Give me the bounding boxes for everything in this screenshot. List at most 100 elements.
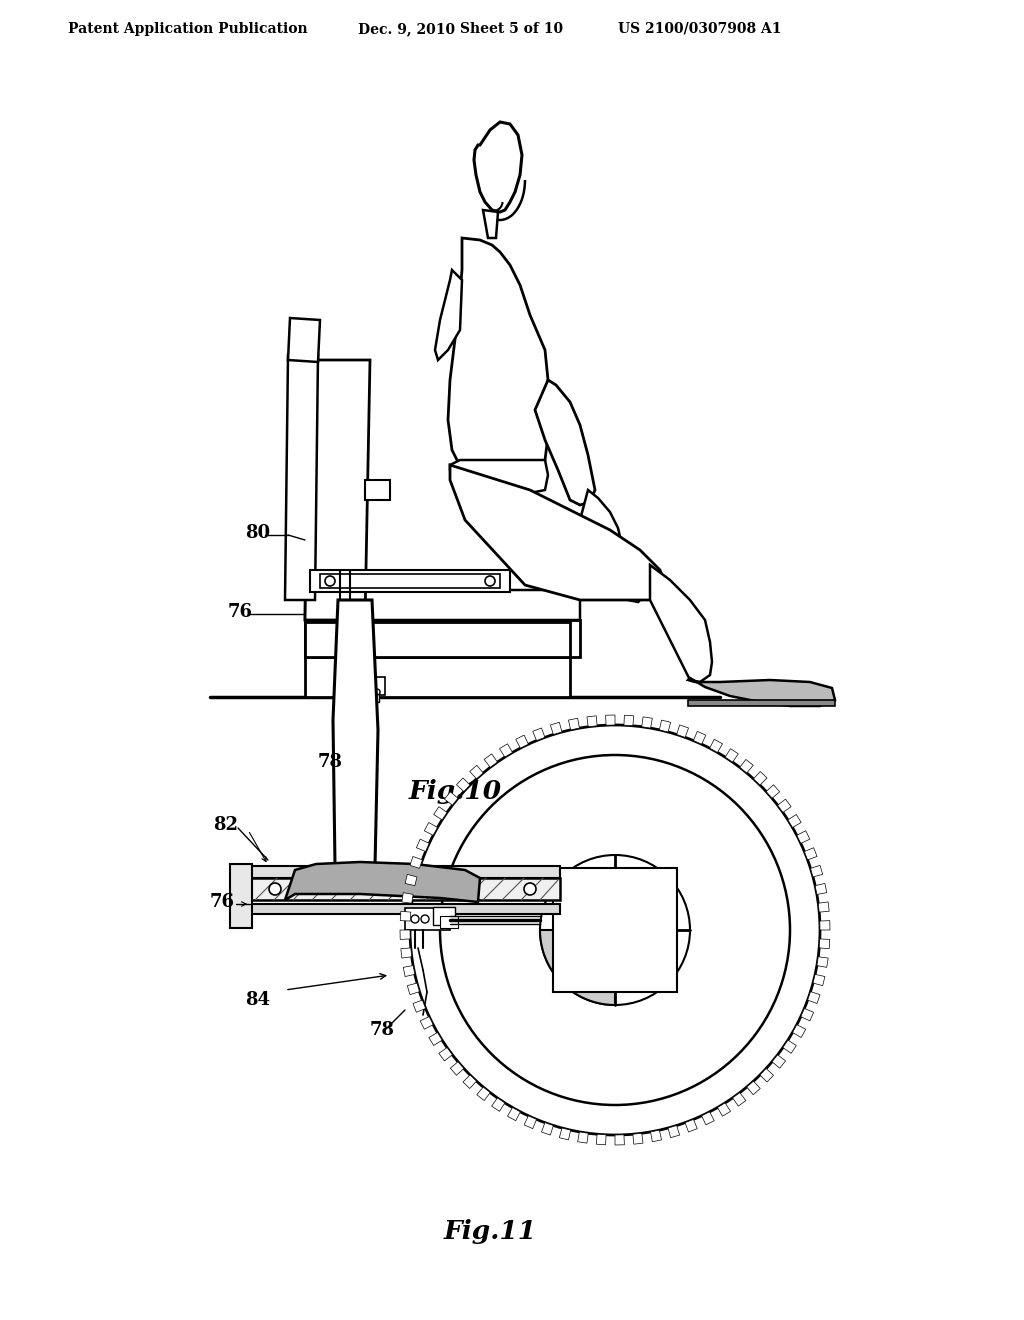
Polygon shape xyxy=(457,777,470,792)
Polygon shape xyxy=(732,1093,745,1106)
Polygon shape xyxy=(596,1134,606,1144)
Text: 78: 78 xyxy=(318,752,343,771)
Polygon shape xyxy=(587,715,597,727)
Polygon shape xyxy=(650,1130,662,1142)
Polygon shape xyxy=(450,465,668,601)
Polygon shape xyxy=(540,931,615,1005)
Polygon shape xyxy=(250,878,560,900)
Polygon shape xyxy=(688,700,835,706)
Polygon shape xyxy=(439,1048,453,1061)
Bar xyxy=(305,622,570,657)
Polygon shape xyxy=(333,601,378,866)
Polygon shape xyxy=(434,807,447,820)
Circle shape xyxy=(485,576,495,586)
Polygon shape xyxy=(772,1055,785,1068)
Bar xyxy=(440,916,458,928)
Circle shape xyxy=(421,915,429,923)
Polygon shape xyxy=(413,1001,426,1012)
Polygon shape xyxy=(819,939,829,949)
Polygon shape xyxy=(305,620,580,657)
Polygon shape xyxy=(542,1122,553,1135)
Polygon shape xyxy=(811,866,822,876)
Circle shape xyxy=(440,755,790,1105)
Polygon shape xyxy=(685,1119,697,1133)
Polygon shape xyxy=(793,1024,806,1038)
Bar xyxy=(250,904,560,913)
Polygon shape xyxy=(288,318,319,362)
Polygon shape xyxy=(417,840,429,851)
Bar xyxy=(230,865,252,928)
Circle shape xyxy=(357,689,362,696)
Polygon shape xyxy=(463,1074,476,1089)
Circle shape xyxy=(524,883,536,895)
Polygon shape xyxy=(483,210,498,238)
Polygon shape xyxy=(754,771,767,785)
Polygon shape xyxy=(693,731,706,744)
Polygon shape xyxy=(424,822,437,836)
Polygon shape xyxy=(813,974,825,986)
Polygon shape xyxy=(406,874,417,886)
Polygon shape xyxy=(787,814,801,828)
Polygon shape xyxy=(783,1040,797,1053)
Polygon shape xyxy=(444,792,458,805)
Polygon shape xyxy=(746,1081,760,1094)
Polygon shape xyxy=(725,748,738,762)
Bar xyxy=(612,546,630,554)
Polygon shape xyxy=(400,911,411,921)
Polygon shape xyxy=(677,725,688,738)
Polygon shape xyxy=(815,883,826,895)
Text: US 2100/0307908 A1: US 2100/0307908 A1 xyxy=(618,22,781,36)
Polygon shape xyxy=(285,355,318,601)
Polygon shape xyxy=(410,857,422,869)
Polygon shape xyxy=(568,718,580,730)
Polygon shape xyxy=(285,862,480,902)
Text: Dec. 9, 2010: Dec. 9, 2010 xyxy=(358,22,455,36)
Bar xyxy=(553,869,677,993)
Polygon shape xyxy=(474,121,522,213)
Polygon shape xyxy=(817,957,828,968)
Circle shape xyxy=(325,576,335,586)
Polygon shape xyxy=(559,1129,570,1140)
Bar xyxy=(355,677,385,696)
Text: Sheet 5 of 10: Sheet 5 of 10 xyxy=(460,22,563,36)
Polygon shape xyxy=(739,759,754,774)
Polygon shape xyxy=(408,983,420,995)
Polygon shape xyxy=(818,902,829,912)
Polygon shape xyxy=(477,1088,490,1101)
Circle shape xyxy=(540,855,690,1005)
Text: 76: 76 xyxy=(210,894,234,911)
Polygon shape xyxy=(777,799,792,812)
Polygon shape xyxy=(797,830,810,843)
Polygon shape xyxy=(400,931,411,940)
Polygon shape xyxy=(305,657,570,697)
Circle shape xyxy=(411,915,419,923)
Polygon shape xyxy=(400,948,412,958)
Polygon shape xyxy=(642,717,652,729)
Polygon shape xyxy=(710,739,723,752)
Bar xyxy=(433,907,455,925)
Polygon shape xyxy=(492,1098,505,1111)
Polygon shape xyxy=(760,1068,773,1082)
Polygon shape xyxy=(820,920,830,931)
Circle shape xyxy=(410,725,820,1135)
Polygon shape xyxy=(615,1135,625,1144)
Polygon shape xyxy=(650,565,712,682)
Polygon shape xyxy=(449,238,550,500)
Polygon shape xyxy=(578,1131,588,1143)
Circle shape xyxy=(374,689,380,696)
Polygon shape xyxy=(808,991,820,1003)
Polygon shape xyxy=(451,1061,464,1076)
Polygon shape xyxy=(429,1032,442,1045)
Circle shape xyxy=(597,912,633,948)
Polygon shape xyxy=(516,735,528,748)
Polygon shape xyxy=(718,1104,730,1117)
Polygon shape xyxy=(659,721,671,733)
Polygon shape xyxy=(633,1134,643,1144)
Polygon shape xyxy=(805,847,817,859)
Bar xyxy=(365,690,379,702)
Polygon shape xyxy=(305,360,370,620)
Polygon shape xyxy=(610,545,648,602)
Text: 80: 80 xyxy=(245,524,270,543)
Text: Fig.11: Fig.11 xyxy=(443,1220,537,1245)
Text: 78: 78 xyxy=(370,1020,395,1039)
